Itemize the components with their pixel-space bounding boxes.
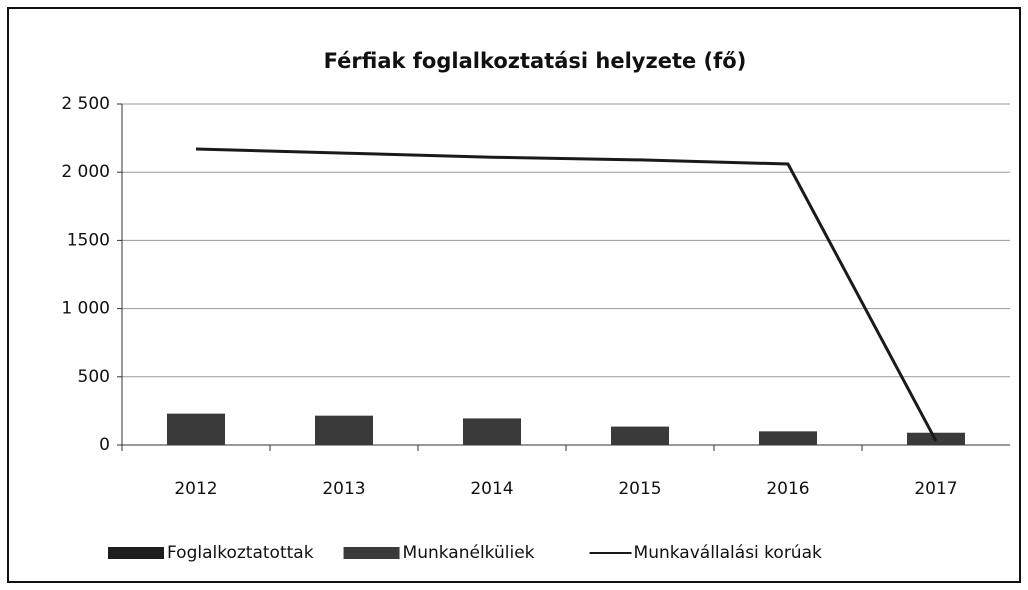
legend-swatch (343, 547, 400, 559)
bar (167, 413, 225, 445)
y-tick-label: 2 500 (61, 94, 110, 114)
x-tick-label: 2013 (322, 479, 365, 499)
y-tick-label: 1500 (67, 230, 110, 250)
x-tick-label: 2012 (174, 479, 217, 499)
bar (315, 415, 373, 445)
chart-border (7, 7, 1021, 583)
bar (759, 431, 817, 445)
x-tick-label: 2015 (618, 479, 661, 499)
y-tick-label: 2 000 (61, 162, 110, 182)
legend-label: Foglalkoztatottak (167, 543, 314, 563)
legend-label: Munkavállalási korúak (634, 543, 822, 563)
y-tick-label: 0 (99, 435, 110, 455)
bar (611, 426, 669, 445)
line (195, 147, 938, 442)
x-tick-label: 2014 (470, 479, 513, 499)
x-tick-label: 2017 (914, 479, 957, 499)
x-tick-label: 2016 (766, 479, 809, 499)
legend-swatch (108, 547, 164, 559)
y-tick-label: 1 000 (61, 299, 110, 319)
bar (463, 418, 521, 445)
legend-label: Munkanélküliek (403, 543, 535, 563)
chart-title: Férfiak foglalkoztatási helyzete (fő) (324, 49, 747, 73)
y-tick-label: 500 (78, 367, 110, 387)
